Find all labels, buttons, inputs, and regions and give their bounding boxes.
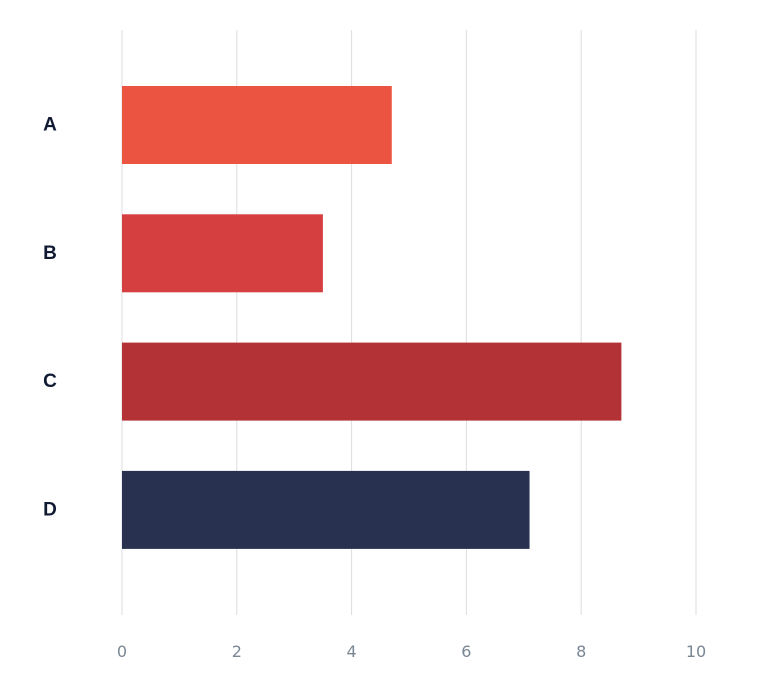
x-tick-label-0: 0 [117,642,127,661]
x-tick-label-2: 2 [232,642,242,661]
category-labels: A B C D [43,115,57,521]
x-tick-labels: 0 2 4 6 8 10 [117,642,706,661]
x-tick-label-8: 8 [576,642,586,661]
x-tick-label-10: 10 [686,642,706,661]
x-tick-label-6: 6 [461,642,471,661]
x-tick-label-4: 4 [347,642,357,661]
bar-a [122,86,392,164]
bar-d [122,470,530,549]
category-label-c: C [43,371,57,392]
bar-b [122,214,323,293]
bars-group [122,86,622,549]
category-label-b: B [43,243,57,264]
category-label-a: A [43,115,57,136]
category-label-d: D [43,499,57,520]
bar-c [122,342,622,421]
